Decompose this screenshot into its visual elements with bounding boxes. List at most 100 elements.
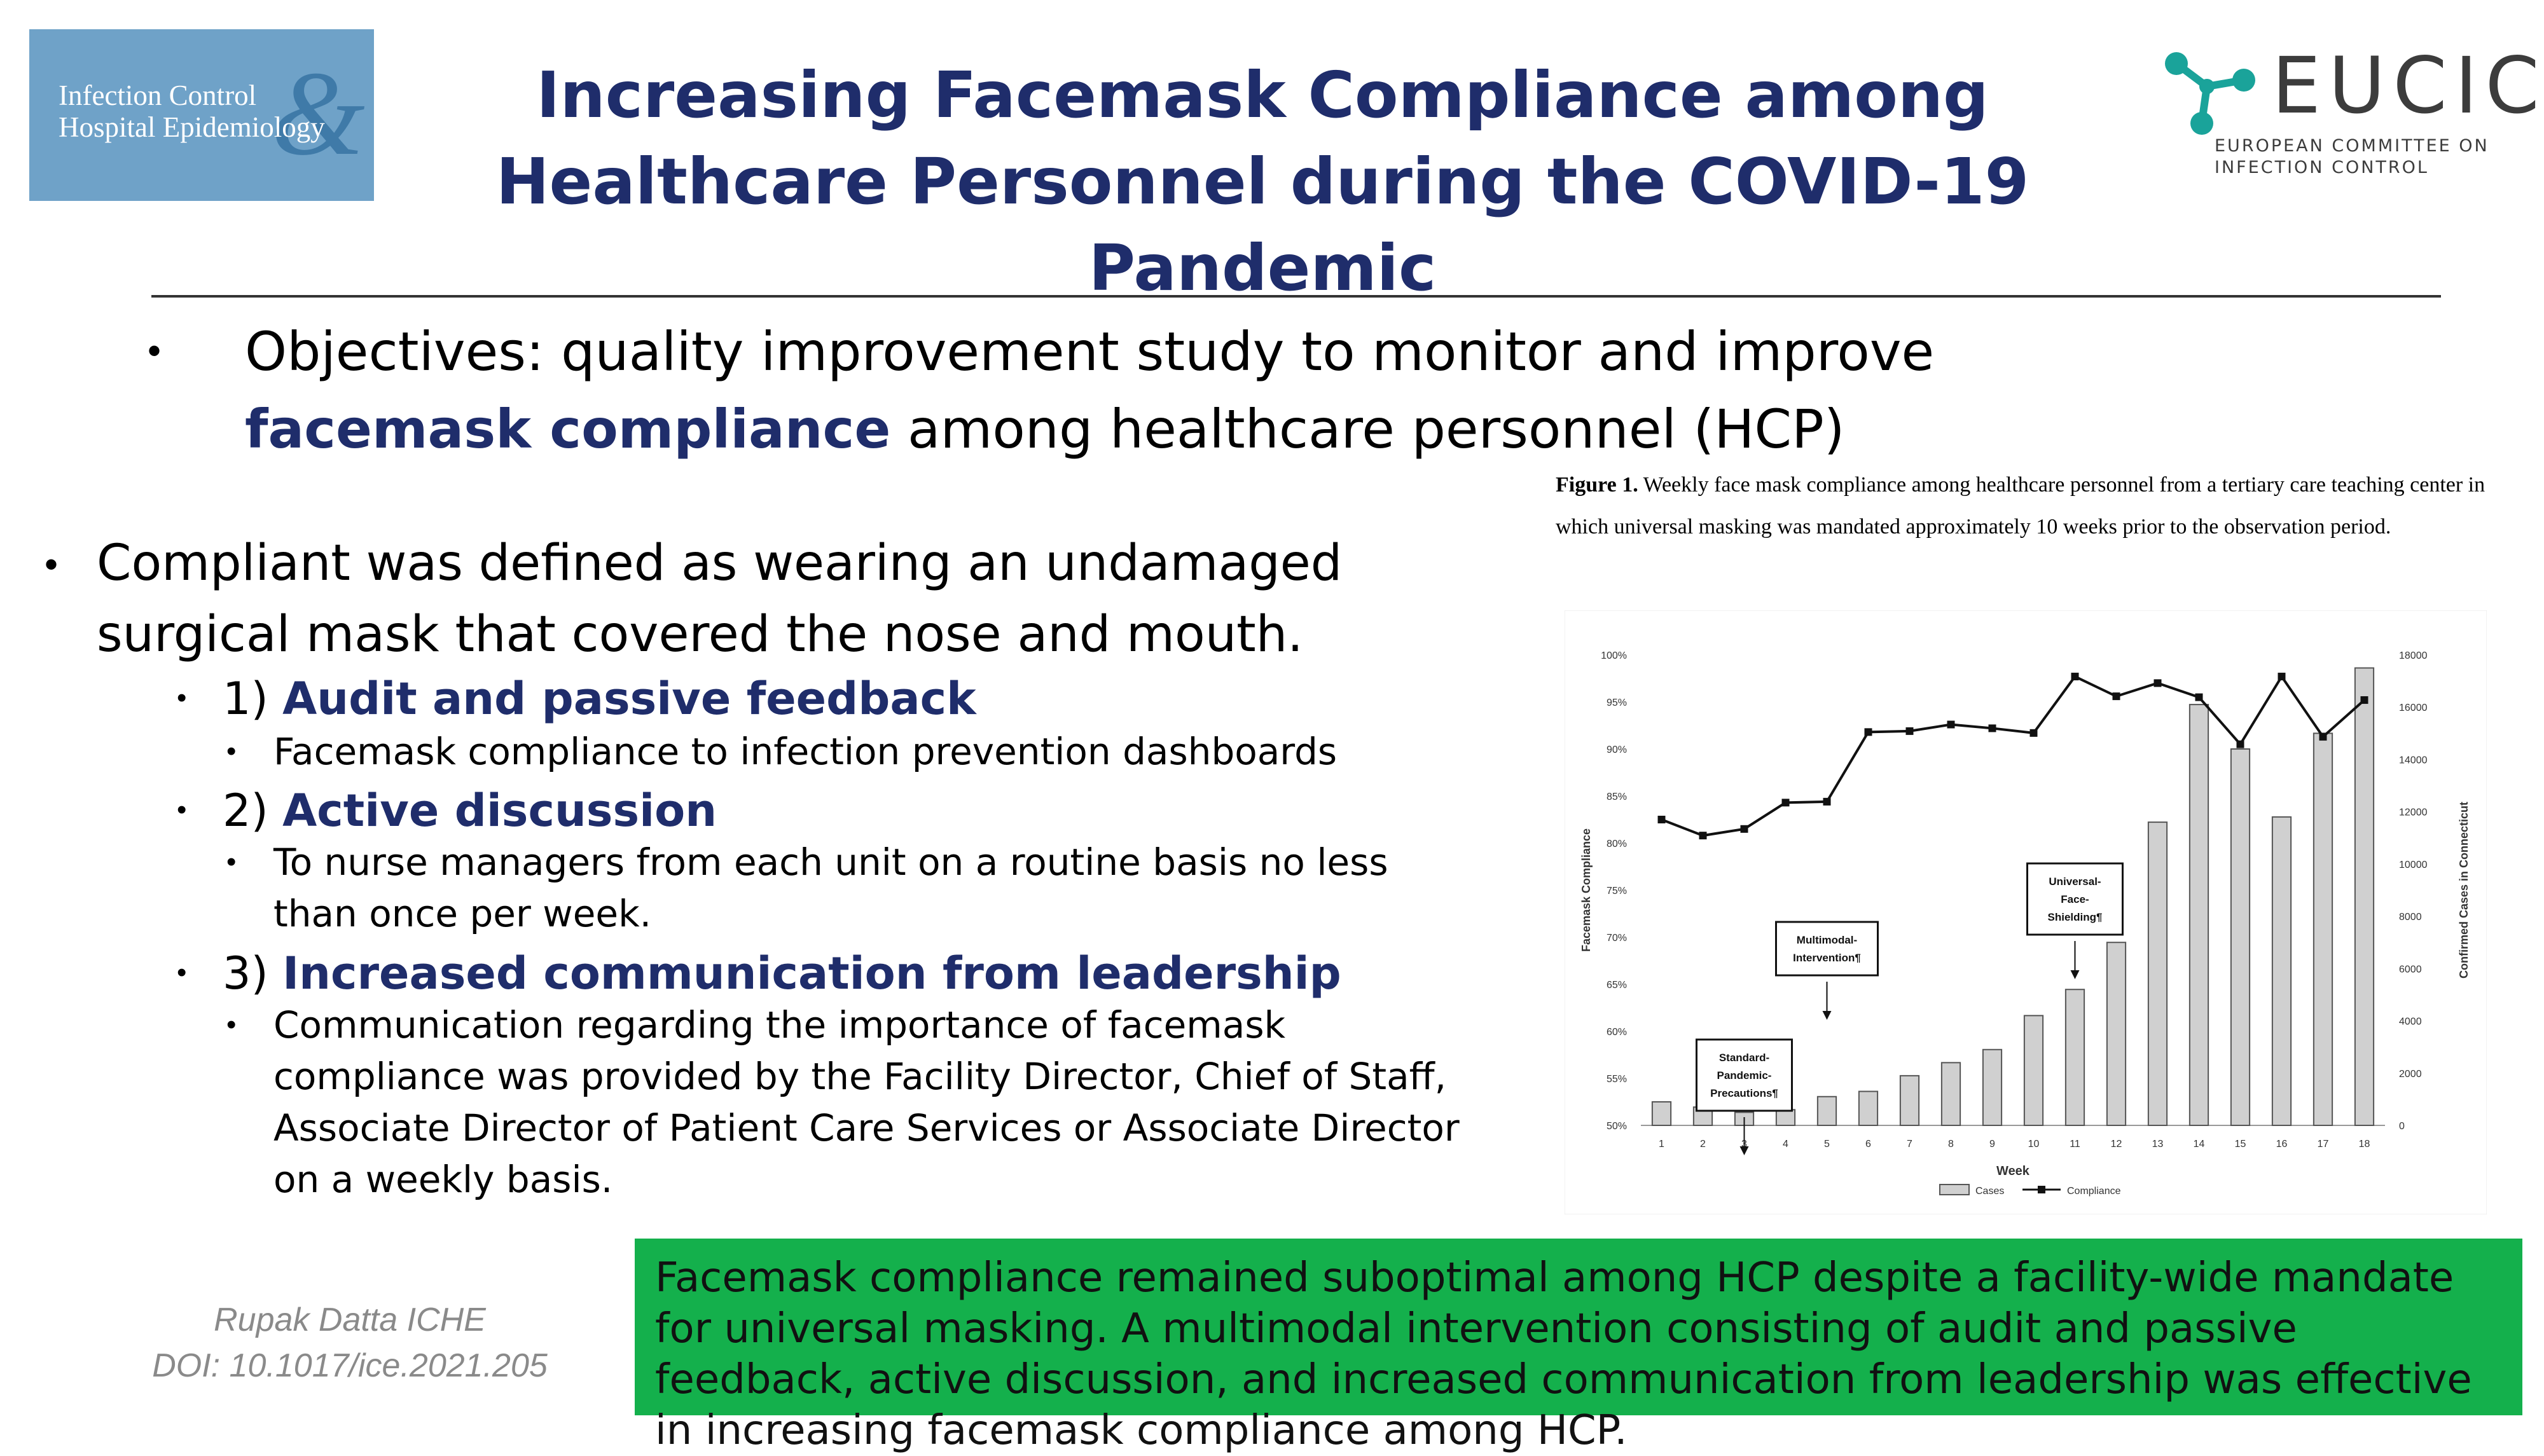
cases-bar xyxy=(1982,1048,2003,1126)
cases-bar xyxy=(2354,667,2375,1127)
compliance-point xyxy=(2153,679,2162,687)
x-tick-label: 6 xyxy=(1865,1139,1871,1150)
step-1-bullet-icon: • xyxy=(177,682,187,713)
y-tick-label: 50% xyxy=(1607,1121,1627,1132)
compliance-point xyxy=(1947,720,1955,729)
compliance-point xyxy=(2195,693,2203,701)
y-tick-label: 70% xyxy=(1607,933,1627,944)
x-tick-label: 17 xyxy=(2318,1139,2329,1150)
step-1-label: Audit and passive feedback xyxy=(282,673,976,725)
step-1-detail-bullet-icon: • xyxy=(226,736,237,767)
page-title: Increasing Facemask Compliance among Hea… xyxy=(495,58,2029,305)
objectives-highlight: facemask compliance xyxy=(245,398,891,460)
step-1: 1) Audit and passive feedback xyxy=(223,670,976,727)
compliance-chart: 50% 55% 60% 65% 70% 75% 80% 85% 90% 95% 100% 0 2000 4… xyxy=(1564,610,2487,1215)
cases-bar xyxy=(1651,1101,1672,1126)
x-axis-title: Week xyxy=(1996,1164,2030,1178)
annotation-text: Pandemic- xyxy=(1717,1069,1772,1082)
author-block: Rupak Datta ICHE DOI: 10.1017/ice.2021.2… xyxy=(89,1297,611,1389)
eucic-logo: EUCIC EUROPEAN COMMITTEE ON INFECTION CO… xyxy=(2162,47,2540,193)
x-tick-label: 7 xyxy=(1907,1139,1912,1150)
x-tick-label: 9 xyxy=(1989,1139,1995,1150)
x-tick-label: 12 xyxy=(2111,1139,2122,1150)
step-2-detail: To nurse managers from each unit on a ro… xyxy=(273,841,1388,935)
y-tick-label: 75% xyxy=(1607,886,1627,896)
cases-bar xyxy=(1858,1090,1879,1126)
y2-tick-label: 14000 xyxy=(2399,755,2428,766)
compliance-point xyxy=(1699,832,1707,840)
annotation-box xyxy=(2026,862,2124,936)
y2-tick-label: 16000 xyxy=(2399,703,2428,713)
definition-text: Compliant was defined as wearing an unda… xyxy=(97,535,1343,663)
chart-svg: 50% 55% 60% 65% 70% 75% 80% 85% 90% 95% 100% 0 2000 4… xyxy=(1564,610,2487,1215)
author-doi: DOI: 10.1017/ice.2021.205 xyxy=(152,1347,548,1384)
y-tick-label: 55% xyxy=(1607,1074,1627,1085)
x-tick-label: 11 xyxy=(2070,1139,2080,1150)
y2-axis-title: Confirmed Cases in Connecticut xyxy=(2458,802,2470,979)
y2-tick-label: 4000 xyxy=(2399,1017,2422,1027)
y2-tick-label: 10000 xyxy=(2399,860,2428,870)
compliance-point xyxy=(1740,825,1748,833)
step-2-label: Active discussion xyxy=(282,785,717,837)
annotation-text: Standard- xyxy=(1719,1052,1769,1064)
logo-line-2: Hospital Epidemiology xyxy=(59,111,325,143)
compliance-point xyxy=(1988,724,1996,732)
x-tick-label: 8 xyxy=(1948,1139,1954,1150)
cases-bar xyxy=(2147,821,2168,1126)
compliance-point xyxy=(2112,692,2120,701)
compliance-point xyxy=(1657,816,1666,823)
figure-caption-label: Figure 1. xyxy=(1556,473,1638,497)
cases-bar xyxy=(2106,942,2127,1126)
eucic-molecule-icon xyxy=(2165,52,2255,135)
cases-bar xyxy=(1816,1095,1837,1126)
figure-caption: Figure 1. Weekly face mask compliance am… xyxy=(1556,464,2491,548)
cases-bar xyxy=(2188,704,2209,1127)
y2-tick-label: 2000 xyxy=(2399,1069,2422,1080)
step-1-detail: Facemask compliance to infection prevent… xyxy=(273,730,1338,773)
y-tick-label: 95% xyxy=(1607,697,1627,708)
y-tick-label: 90% xyxy=(1607,745,1627,755)
objectives-text: Objectives: quality improvement study to… xyxy=(245,313,2216,468)
step-1-num: 1) xyxy=(223,673,283,725)
cases-bar xyxy=(2023,1015,2044,1126)
journal-logo: & Infection Control Hospital Epidemiolog… xyxy=(29,29,374,201)
annotation-arrow-head xyxy=(1739,1146,1749,1155)
cases-bar xyxy=(1899,1075,1920,1127)
step-2-bullet-icon: • xyxy=(177,794,187,825)
x-tick-label: 15 xyxy=(2235,1139,2246,1150)
annotation-text: Intervention¶ xyxy=(1793,952,1861,964)
eucic-sub-2: INFECTION CONTROL xyxy=(2215,158,2429,177)
cases-bar xyxy=(2230,748,2251,1126)
x-tick-label: 2 xyxy=(1700,1139,1706,1150)
annotation-arrow-head xyxy=(2070,970,2080,979)
step-3-bullet-icon: • xyxy=(177,957,187,988)
step-2-num: 2) xyxy=(223,785,283,837)
title-divider xyxy=(151,295,2441,298)
annotation-box xyxy=(1696,1038,1793,1112)
y-tick-label: 100% xyxy=(1601,650,1627,661)
x-tick-label: 5 xyxy=(1824,1139,1830,1150)
legend-compliance-marker xyxy=(2038,1186,2045,1193)
x-tick-label: 18 xyxy=(2359,1139,2370,1150)
objectives-tail: among healthcare personnel (HCP) xyxy=(890,398,1845,460)
objectives-lead: Objectives: quality improvement study to… xyxy=(245,320,1935,383)
compliance-point xyxy=(2071,673,2079,681)
y2-tick-label: 12000 xyxy=(2399,807,2428,818)
figure-caption-text: Weekly face mask compliance among health… xyxy=(1556,473,2485,539)
y2-tick-label: 18000 xyxy=(2399,650,2428,661)
compliance-point xyxy=(1781,799,1790,807)
step-2: 2) Active discussion xyxy=(223,782,717,839)
y-tick-label: 85% xyxy=(1607,792,1627,802)
cases-bar xyxy=(2312,732,2333,1127)
y-tick-label: 65% xyxy=(1607,980,1627,991)
author-name: Rupak Datta ICHE xyxy=(214,1301,486,1338)
x-tick-label: 4 xyxy=(1783,1139,1788,1150)
annotation-arrow-head xyxy=(1822,1011,1832,1020)
compliance-point xyxy=(1864,728,1872,736)
compliance-point xyxy=(2236,740,2244,748)
y-tick-label: 60% xyxy=(1607,1027,1627,1038)
cases-bar xyxy=(2064,989,2085,1126)
legend-cases-swatch xyxy=(1939,1184,1970,1195)
compliance-point xyxy=(1823,797,1831,806)
cases-bar xyxy=(2271,816,2292,1126)
